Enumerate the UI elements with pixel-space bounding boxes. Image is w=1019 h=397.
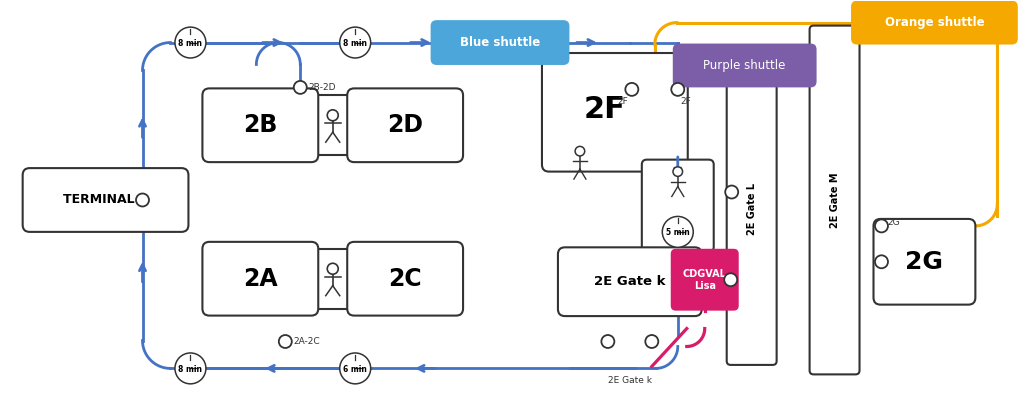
Text: TERMINAL 1: TERMINAL 1 (63, 193, 148, 206)
Circle shape (625, 83, 638, 96)
Text: 2F: 2F (680, 97, 691, 106)
Text: 2E Gate k: 2E Gate k (593, 275, 665, 288)
Circle shape (175, 353, 206, 384)
Text: 2B-2D: 2B-2D (308, 83, 335, 92)
Text: Orange shuttle: Orange shuttle (883, 16, 983, 29)
Text: 2C: 2C (388, 267, 422, 291)
Text: 5 min: 5 min (665, 228, 689, 237)
Text: 2E Gate L: 2E Gate L (746, 183, 756, 235)
Circle shape (671, 83, 684, 96)
Text: 2B: 2B (243, 113, 277, 137)
Text: 8 min: 8 min (178, 365, 202, 374)
FancyBboxPatch shape (430, 20, 569, 65)
Circle shape (278, 335, 291, 348)
Text: Purple shuttle: Purple shuttle (703, 59, 785, 72)
FancyBboxPatch shape (346, 89, 463, 162)
FancyBboxPatch shape (202, 242, 318, 316)
Text: →: → (677, 182, 678, 183)
Circle shape (327, 263, 338, 274)
FancyBboxPatch shape (22, 168, 189, 232)
Circle shape (661, 216, 693, 247)
Circle shape (601, 335, 613, 348)
Text: 2G: 2G (887, 218, 899, 227)
Circle shape (339, 353, 370, 384)
Circle shape (645, 335, 657, 348)
Circle shape (725, 185, 738, 198)
FancyBboxPatch shape (872, 219, 974, 304)
Circle shape (293, 81, 307, 94)
Text: Blue shuttle: Blue shuttle (460, 36, 540, 49)
Circle shape (575, 146, 584, 156)
Text: 2A-2C: 2A-2C (293, 337, 320, 346)
Circle shape (874, 220, 888, 232)
Text: 2E Gate M: 2E Gate M (828, 172, 839, 228)
Text: 2E Gate k: 2E Gate k (607, 376, 651, 385)
Circle shape (874, 255, 888, 268)
Text: 8 min: 8 min (178, 39, 202, 48)
FancyBboxPatch shape (641, 160, 713, 252)
Circle shape (175, 27, 206, 58)
FancyBboxPatch shape (726, 53, 775, 365)
FancyBboxPatch shape (672, 250, 737, 310)
Text: CDGVAL
Lisa: CDGVAL Lisa (682, 269, 726, 291)
Text: 2F: 2F (583, 95, 626, 124)
FancyBboxPatch shape (850, 1, 1017, 44)
FancyBboxPatch shape (346, 242, 463, 316)
Text: 6 min: 6 min (343, 365, 367, 374)
FancyBboxPatch shape (809, 26, 859, 374)
Text: 8 min: 8 min (342, 39, 367, 48)
Circle shape (339, 27, 370, 58)
Circle shape (136, 193, 149, 206)
Circle shape (673, 167, 682, 176)
Text: 2G: 2G (905, 250, 943, 274)
Text: 2F: 2F (616, 97, 628, 106)
Text: 2A: 2A (243, 267, 277, 291)
FancyBboxPatch shape (541, 53, 687, 172)
Circle shape (327, 110, 338, 121)
FancyBboxPatch shape (557, 247, 701, 316)
FancyBboxPatch shape (673, 44, 816, 87)
FancyBboxPatch shape (202, 89, 318, 162)
Text: 2D: 2D (387, 113, 423, 137)
Circle shape (723, 273, 737, 286)
